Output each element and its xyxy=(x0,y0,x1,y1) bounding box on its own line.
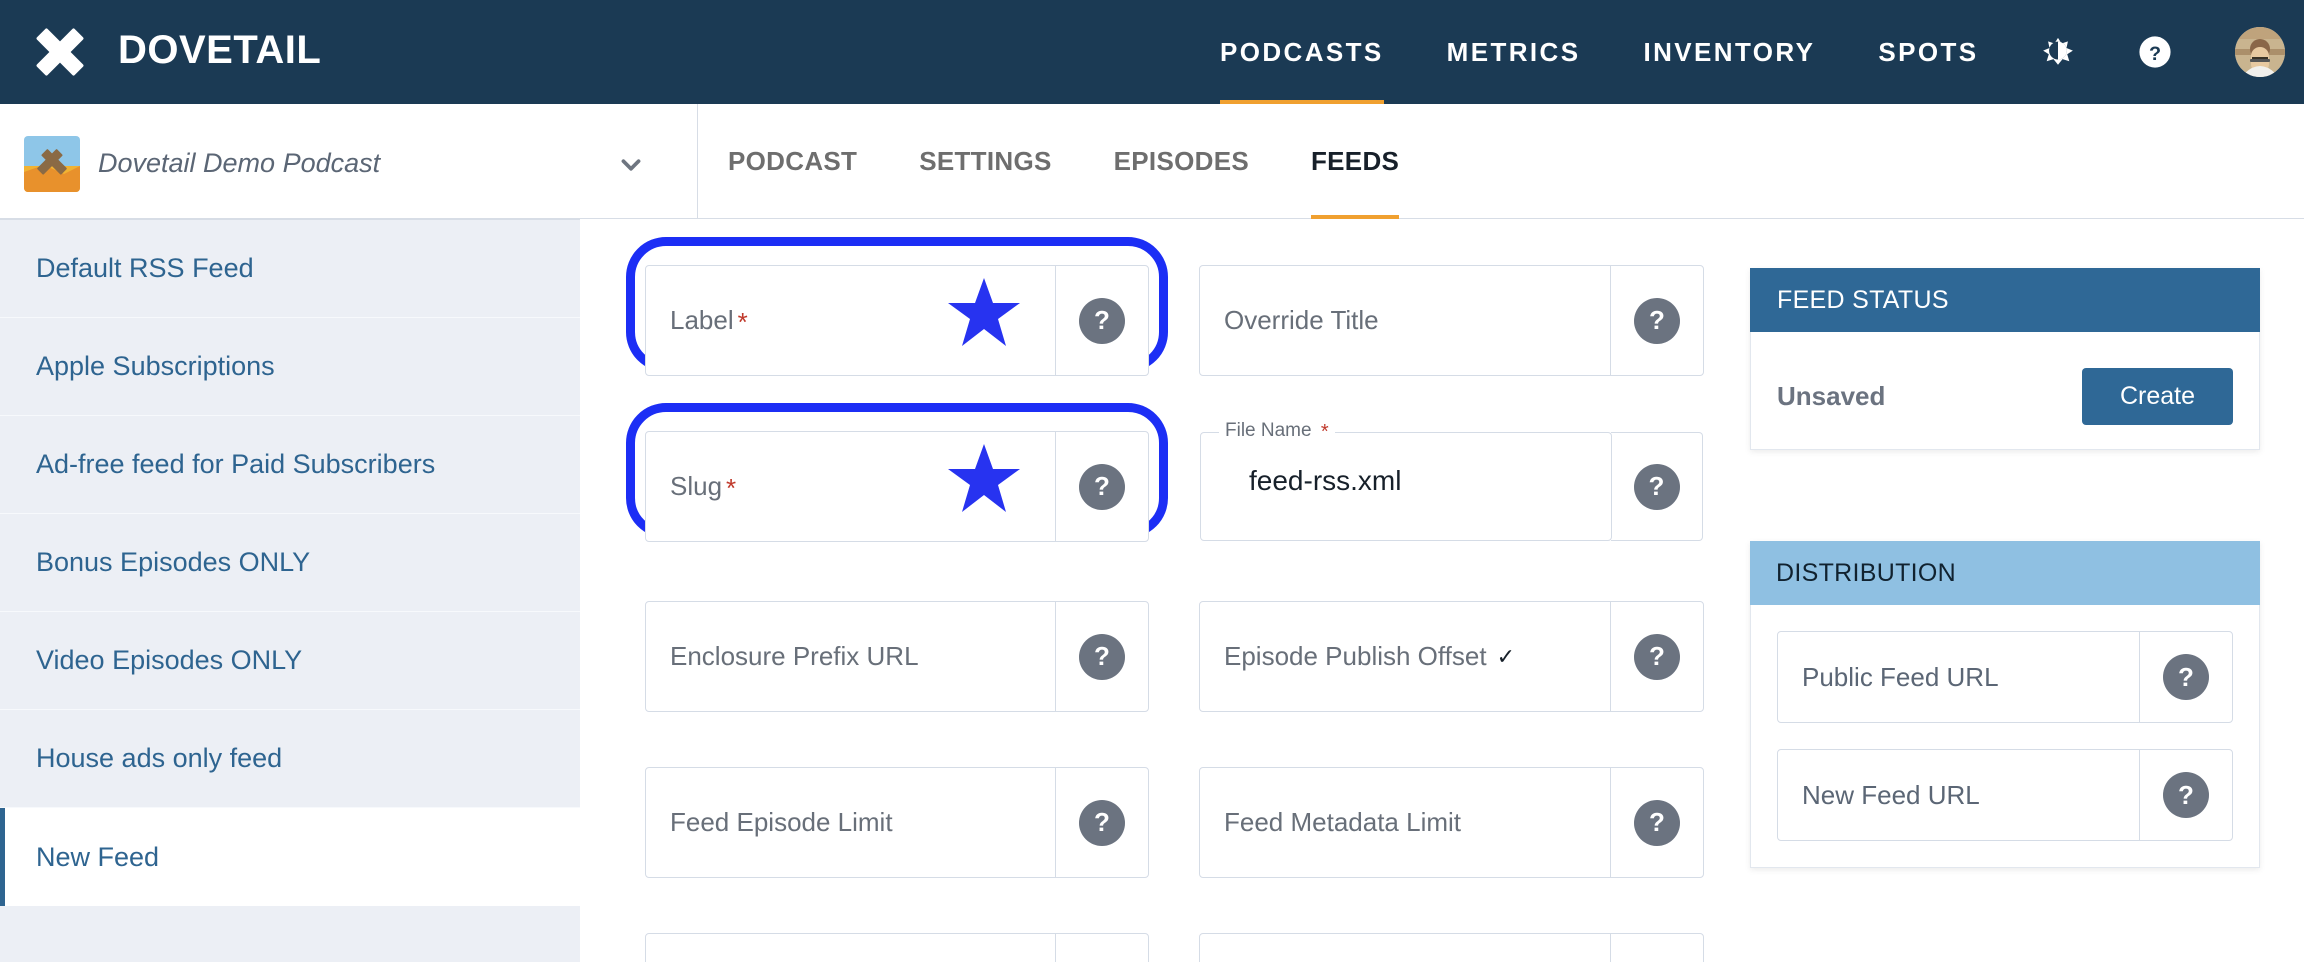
svg-text:?: ? xyxy=(2149,43,2161,65)
